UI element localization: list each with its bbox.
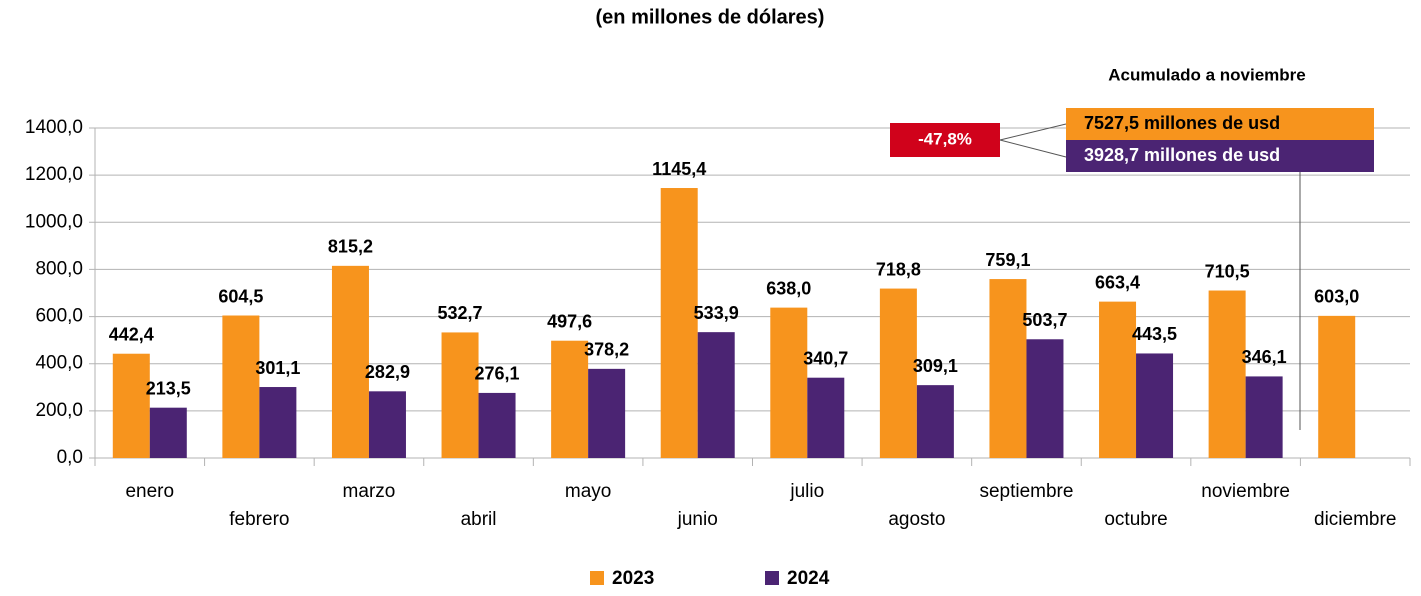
value-label: 604,5 xyxy=(218,286,263,306)
value-label: 603,0 xyxy=(1314,287,1359,307)
bar xyxy=(879,288,917,458)
bar xyxy=(441,332,479,458)
connector xyxy=(999,139,1067,158)
x-tick-label: mayo xyxy=(565,481,611,502)
y-tick-label: 1400,0 xyxy=(25,117,83,138)
value-label: 309,1 xyxy=(913,356,958,376)
bar xyxy=(770,307,808,458)
change-label: -47,8% xyxy=(918,129,972,148)
x-tick-label: octubre xyxy=(1104,509,1167,530)
legend-swatch xyxy=(590,571,604,585)
y-tick-label: 800,0 xyxy=(35,258,83,279)
x-tick-label: agosto xyxy=(888,509,945,530)
x-tick-label: septiembre xyxy=(979,481,1073,502)
x-tick-label: julio xyxy=(789,481,824,502)
bar xyxy=(259,387,297,458)
y-tick-label: 0,0 xyxy=(57,447,83,468)
bar xyxy=(807,377,845,458)
bar xyxy=(112,353,150,458)
x-tick-label: abril xyxy=(461,509,497,530)
y-tick-label: 400,0 xyxy=(35,353,83,374)
value-label: 1145,4 xyxy=(652,159,706,179)
bar xyxy=(1318,315,1356,458)
value-label: 638,0 xyxy=(766,278,811,298)
value-label: 497,6 xyxy=(547,311,592,331)
value-label: 532,7 xyxy=(438,303,483,323)
bar xyxy=(222,315,260,458)
value-label: 301,1 xyxy=(255,358,300,378)
value-label: 443,5 xyxy=(1132,324,1177,344)
annotation-box xyxy=(1066,140,1374,172)
value-label: 759,1 xyxy=(985,250,1030,270)
y-tick-label: 200,0 xyxy=(35,400,83,421)
value-label: 282,9 xyxy=(365,362,410,382)
bar xyxy=(989,279,1027,458)
y-tick-label: 600,0 xyxy=(35,306,83,327)
x-tick-label: diciembre xyxy=(1314,509,1396,530)
value-label: 213,5 xyxy=(146,378,191,398)
x-tick-label: febrero xyxy=(229,509,289,530)
x-tick-label: junio xyxy=(677,509,718,530)
chart-title: (en millones de dólares) xyxy=(596,6,825,28)
value-label: 346,1 xyxy=(1242,347,1287,367)
value-label: 663,4 xyxy=(1095,272,1140,292)
y-tick-label: 1200,0 xyxy=(25,164,83,185)
value-label: 503,7 xyxy=(1022,310,1067,330)
annotation-total: 7527,5 millones de usd xyxy=(1084,113,1280,133)
value-label: 442,4 xyxy=(109,324,154,344)
annotation-title: Acumulado a noviembre xyxy=(1108,65,1305,84)
bar xyxy=(916,385,954,458)
value-label: 378,2 xyxy=(584,340,629,360)
bar xyxy=(697,332,735,458)
bar xyxy=(1026,339,1064,458)
bar xyxy=(149,407,187,458)
change-box xyxy=(890,123,1000,157)
annotation-total: 3928,7 millones de usd xyxy=(1084,145,1280,165)
bar xyxy=(368,391,406,458)
legend-label: 2024 xyxy=(787,568,830,589)
x-tick-label: noviembre xyxy=(1201,481,1290,502)
y-tick-label: 1000,0 xyxy=(25,211,83,232)
bar xyxy=(1136,353,1174,458)
x-tick-label: marzo xyxy=(343,481,396,502)
bar xyxy=(478,392,516,458)
bar xyxy=(551,340,589,458)
bar xyxy=(1099,301,1137,458)
legend-swatch xyxy=(765,571,779,585)
bar xyxy=(1245,376,1283,458)
value-label: 276,1 xyxy=(475,364,520,384)
legend-label: 2023 xyxy=(612,568,654,589)
x-tick-label: enero xyxy=(125,481,174,502)
value-label: 533,9 xyxy=(694,303,739,323)
connector xyxy=(999,123,1067,141)
value-label: 340,7 xyxy=(803,348,848,368)
bar xyxy=(1208,290,1246,458)
bar xyxy=(588,368,626,458)
bar xyxy=(660,188,698,458)
value-label: 718,8 xyxy=(876,259,921,279)
value-label: 815,2 xyxy=(328,237,373,257)
value-label: 710,5 xyxy=(1205,261,1250,281)
annotation-box xyxy=(1066,108,1374,140)
bar xyxy=(331,265,369,458)
